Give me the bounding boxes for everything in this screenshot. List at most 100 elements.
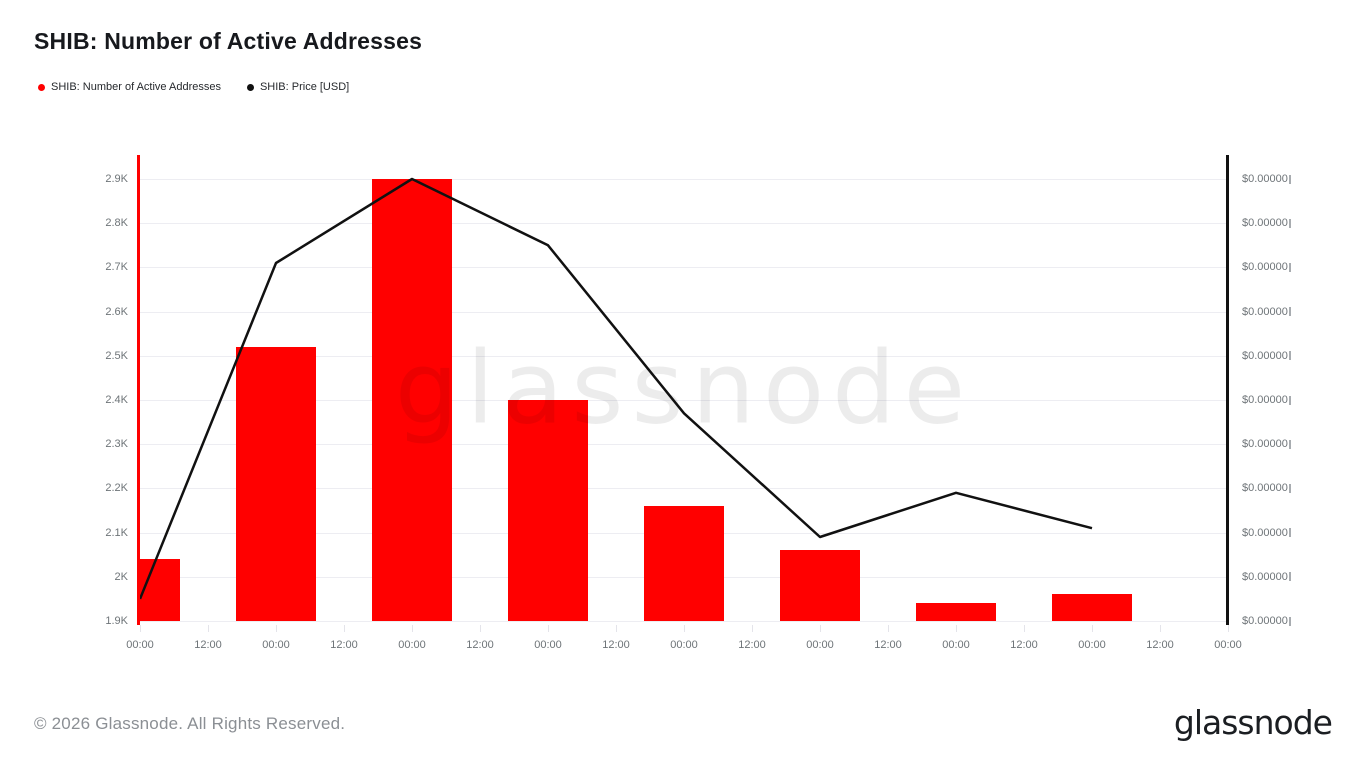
x-axis-tick-label: 00:00 [126, 639, 154, 651]
x-axis-tick-label: 12:00 [1146, 639, 1174, 651]
left-axis-tick-label: 1.9K [105, 615, 128, 627]
chart-plot-area[interactable]: glassnode [140, 155, 1228, 625]
right-axis-tick-label: $0.00000 [1242, 527, 1291, 539]
gridline [140, 179, 1228, 180]
x-axis-tick-label: 12:00 [1010, 639, 1038, 651]
page-title: SHIB: Number of Active Addresses [34, 28, 423, 54]
right-axis-line [1226, 155, 1229, 625]
x-axis-tick-label: 00:00 [262, 639, 290, 651]
x-axis-tick-mark [956, 625, 957, 632]
bar-day-2[interactable] [236, 346, 316, 621]
truncated-char [1288, 439, 1291, 449]
bar-day-8[interactable] [1052, 594, 1132, 621]
x-axis-tick-label: 12:00 [330, 639, 358, 651]
x-axis-tick-mark [752, 625, 753, 632]
x-axis-tick-label: 12:00 [194, 639, 222, 651]
gridline [140, 311, 1228, 313]
bar-day-4[interactable] [508, 400, 588, 621]
right-axis-tick-label: $0.00000 [1242, 350, 1291, 362]
x-axis-tick-mark [684, 625, 685, 632]
glassnode-logo: glassnode [1173, 703, 1333, 742]
x-axis-tick-mark [208, 625, 209, 632]
glassnode-watermark: glassnode [394, 329, 974, 447]
truncated-char [1288, 528, 1291, 538]
right-axis-tick-label: $0.00000 [1242, 394, 1291, 406]
x-axis: 00:00 12:00 00:00 12:00 00:00 12:00 00:00 12:00… [126, 639, 1242, 655]
bar-day-3[interactable] [372, 179, 452, 621]
x-axis-tick-mark [344, 625, 345, 632]
truncated-char [1288, 351, 1291, 361]
right-axis-tick-label: $0.00000 [1242, 615, 1291, 627]
x-axis-tick-mark [1092, 625, 1093, 632]
x-axis-tick-mark [276, 625, 277, 632]
x-axis-tick-label: 12:00 [874, 639, 902, 651]
x-axis-tick-label: 12:00 [738, 639, 766, 651]
x-axis-tick-mark [1024, 625, 1025, 632]
left-axis-tick-label: 2.9K [105, 173, 128, 185]
right-axis-tick-label: $0.00000 [1242, 217, 1291, 229]
chart-legend: SHIB: Number of Active Addresses SHIB: P… [38, 81, 349, 93]
truncated-char [1288, 483, 1291, 493]
truncated-char [1288, 174, 1291, 184]
bar-day-6[interactable] [780, 550, 860, 621]
price-line-layer [140, 177, 1093, 600]
truncated-char [1288, 307, 1291, 317]
legend-dot-black-icon [246, 83, 254, 91]
legend-item-active-addresses[interactable]: SHIB: Number of Active Addresses [38, 81, 221, 93]
bar-day-1[interactable] [140, 559, 180, 621]
right-axis-tick-label: $0.00000 [1242, 571, 1291, 583]
x-axis-tick-mark [412, 625, 413, 632]
x-axis-tick-label: 12:00 [602, 639, 630, 651]
legend-label-price: SHIB: Price [USD] [259, 81, 350, 93]
left-axis-tick-label: 2.1K [105, 526, 128, 539]
left-axis-tick-label: 2K [114, 570, 128, 583]
right-y-axis: $0.00000 $0.00000 $0.00000 $0.00000 $0.00000… [1242, 155, 1362, 627]
x-axis-tick-label: 00:00 [806, 639, 834, 651]
x-axis-tick-label: 12:00 [466, 639, 494, 651]
gridline [140, 223, 1228, 225]
left-y-axis: 2.9K 2.8K 2.7K 2.6K 2.5K 2.4K 2.3K 2.2K 2.1K 2K 1.… [34, 155, 128, 627]
gridline [140, 355, 1228, 357]
bar-day-7[interactable] [916, 603, 996, 621]
legend-dot-red-icon [38, 83, 45, 91]
left-axis-tick-label: 2.5K [105, 349, 128, 362]
legend-label-active-addresses: SHIB: Number of Active Addresses [51, 81, 221, 93]
right-axis-tick-label: $0.00000 [1242, 438, 1291, 450]
x-axis-tick-label: 00:00 [398, 639, 426, 651]
x-axis-tick-label: 00:00 [1214, 639, 1242, 651]
truncated-char [1288, 262, 1291, 272]
x-axis-tick-label: 00:00 [942, 639, 970, 651]
copyright-text: © 2026 Glassnode. All Rights Reserved. [34, 714, 346, 733]
truncated-char [1288, 218, 1291, 228]
left-axis-tick-label: 2.2K [105, 482, 128, 495]
legend-item-price[interactable]: SHIB: Price [USD] [246, 81, 350, 93]
x-axis-tick-mark [888, 625, 889, 632]
truncated-char [1288, 616, 1291, 626]
left-axis-line [137, 155, 140, 625]
x-axis-tick-label: 00:00 [534, 639, 562, 651]
x-axis-tick-label: 00:00 [670, 639, 698, 651]
gridline [140, 488, 1228, 490]
truncated-char [1288, 395, 1291, 405]
x-axis-tick-mark [480, 625, 481, 632]
x-axis-tick-mark [820, 625, 821, 632]
right-axis-tick-label: $0.00000 [1242, 482, 1291, 494]
gridline [140, 621, 1228, 622]
x-axis-tick-mark [548, 625, 549, 632]
gridline [140, 444, 1228, 446]
x-axis-tick-mark [140, 625, 141, 632]
x-axis-tick-mark [1160, 625, 1161, 632]
right-axis-tick-label: $0.00000 [1242, 173, 1291, 185]
price-line[interactable] [140, 177, 1093, 600]
x-axis-tick-mark [616, 625, 617, 632]
bar-day-5[interactable] [644, 506, 724, 621]
left-axis-tick-label: 2.7K [105, 261, 128, 274]
right-axis-tick-label: $0.00000 [1242, 306, 1291, 318]
left-axis-tick-label: 2.6K [105, 305, 128, 318]
x-axis-tick-label: 00:00 [1078, 639, 1106, 651]
truncated-char [1288, 572, 1291, 582]
gridline [140, 267, 1228, 269]
right-axis-tick-label: $0.00000 [1242, 261, 1291, 273]
gridline [140, 400, 1228, 401]
